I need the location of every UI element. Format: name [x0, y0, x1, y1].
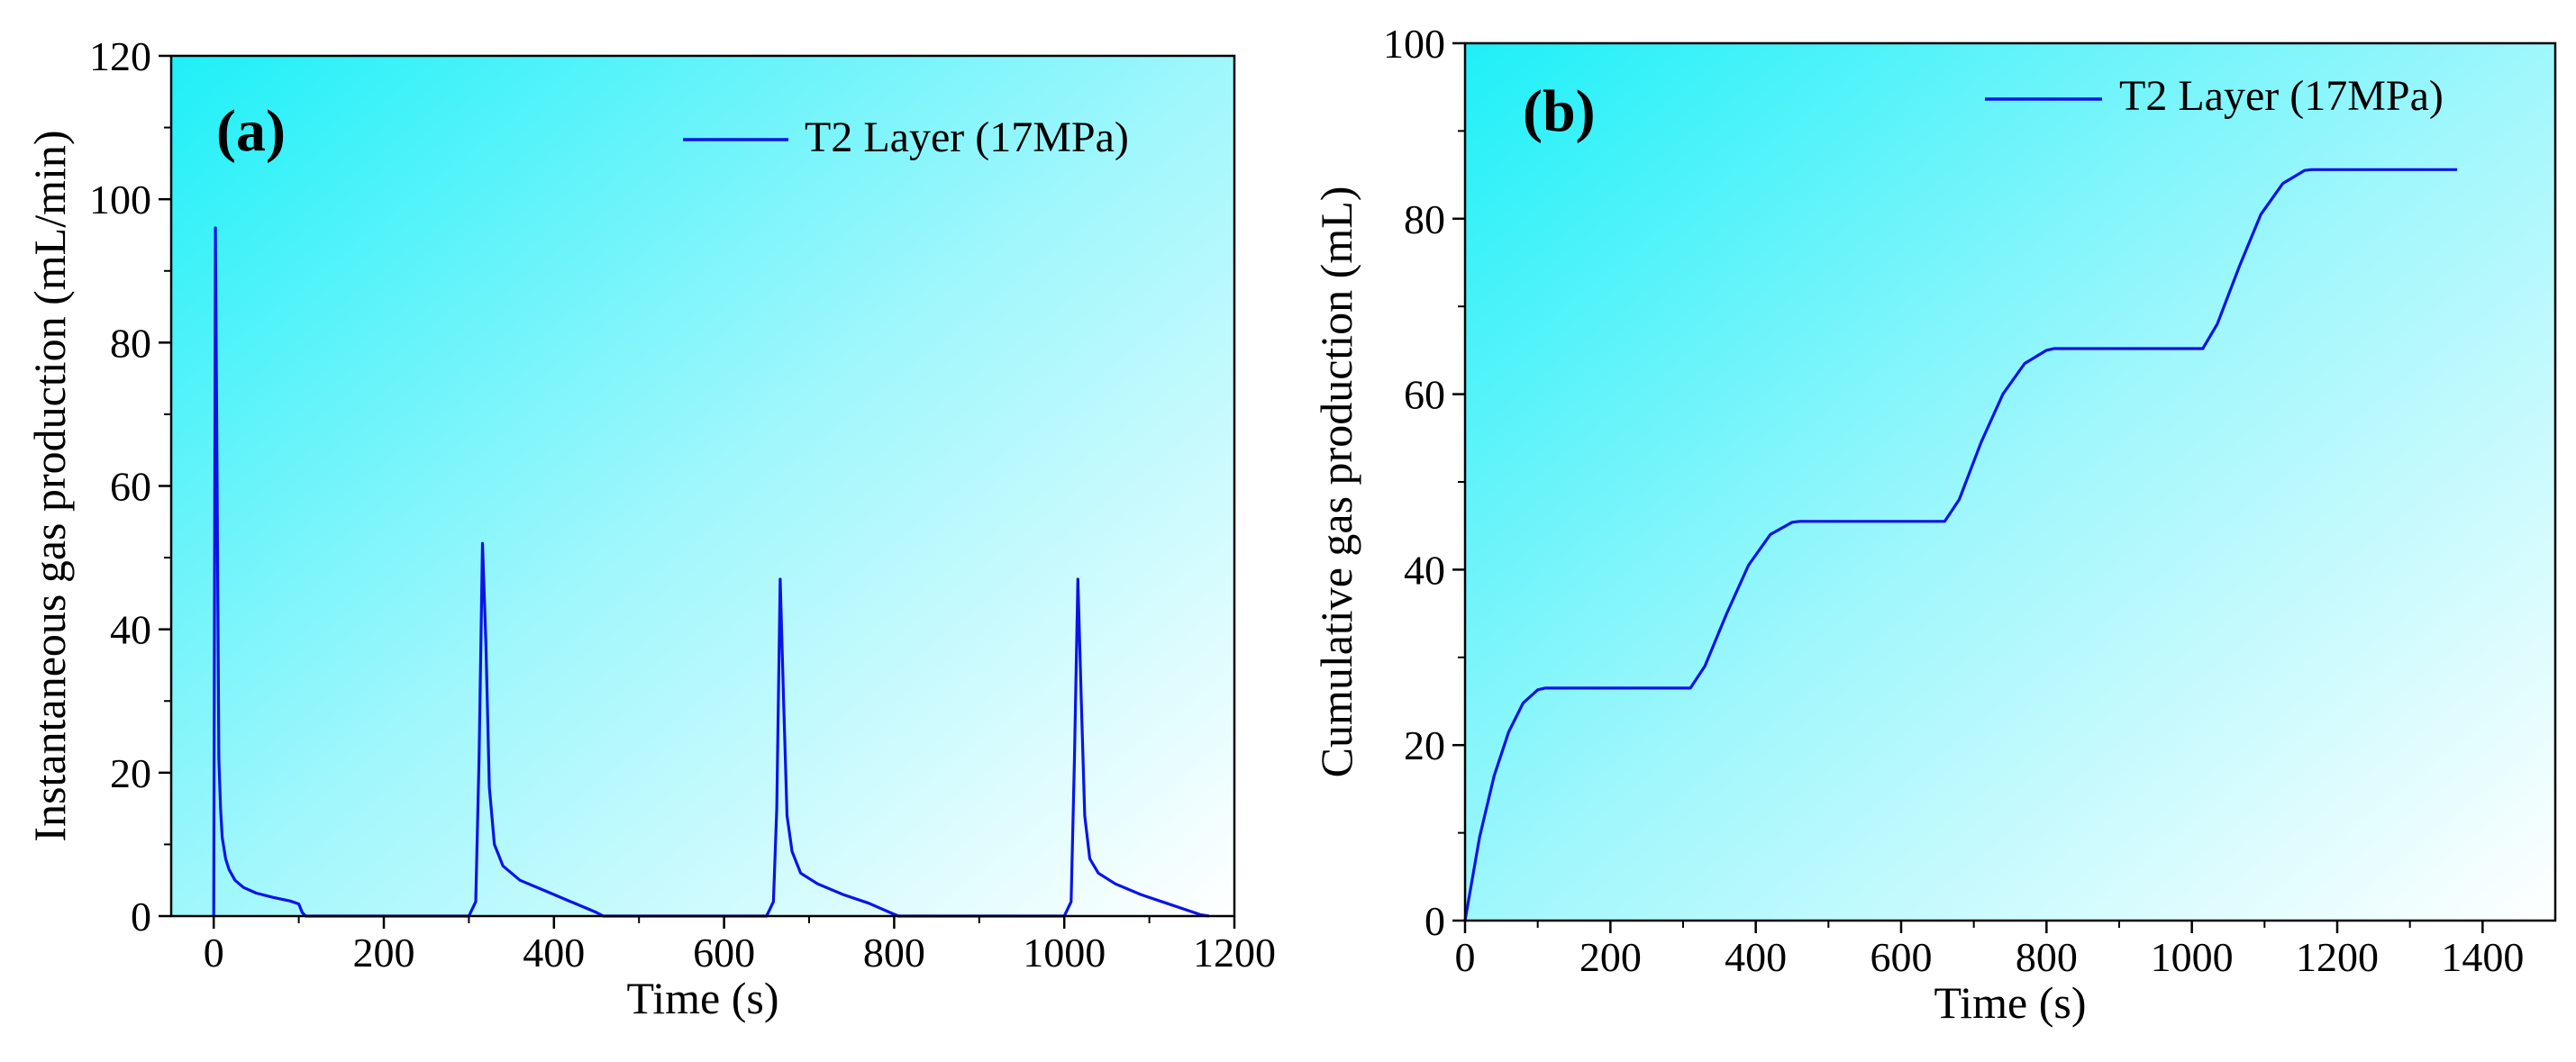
- panel-label-a: (a): [216, 98, 286, 164]
- y-tick-label-a: 100: [89, 177, 151, 222]
- y-tick-label-b: 0: [1425, 898, 1445, 944]
- x-tick-label-b: 200: [1579, 934, 1642, 980]
- x-tick-label-a: 0: [204, 930, 224, 976]
- y-tick-label-b: 40: [1404, 547, 1445, 593]
- y-tick-label-b: 100: [1383, 21, 1445, 67]
- legend-label-b: T2 Layer (17MPa): [2119, 72, 2444, 120]
- y-tick-label-a: 60: [110, 464, 151, 510]
- y-tick-label-b: 20: [1404, 722, 1445, 768]
- legend-label-a: T2 Layer (17MPa): [805, 113, 1129, 161]
- series-line-b-0: [1463, 168, 2458, 921]
- x-tick-label-b: 800: [2016, 934, 2078, 980]
- x-tick-label-b: 1000: [2151, 934, 2234, 980]
- chart-panel-b: 0 200 400 600 800 1000 1200 1400 0 20 40 60 80 100 Tim…: [1311, 21, 2557, 1028]
- x-tick-label-a: 1000: [1023, 930, 1106, 976]
- x-tick-label-a: 800: [863, 930, 925, 976]
- x-tick-label-a: 400: [523, 930, 585, 976]
- y-tick-label-a: 120: [89, 33, 151, 79]
- x-axis-label-a: Time (s): [626, 973, 778, 1023]
- panel-label-b: (b): [1523, 78, 1596, 144]
- y-axis-label-a: Instantaneous gas production (mL/min): [24, 130, 75, 841]
- x-tick-label-b: 600: [1871, 934, 1933, 980]
- y-tick-label-b: 80: [1404, 196, 1445, 242]
- x-tick-label-b: 400: [1725, 934, 1787, 980]
- y-tick-label-b: 60: [1404, 372, 1445, 418]
- plot-area-b: [1465, 43, 2555, 921]
- x-tick-label-a: 200: [353, 930, 415, 976]
- series-line-a-0: [212, 226, 1209, 918]
- chart-panel-a: 0 200 400 600 800 1000 1200 0 20 40 60 80 100 120 Time…: [24, 33, 1276, 1023]
- y-tick-label-a: 0: [131, 894, 151, 939]
- y-tick-label-a: 80: [110, 320, 151, 366]
- plot-area-a: [171, 56, 1234, 916]
- x-tick-label-a: 600: [693, 930, 755, 976]
- y-tick-label-a: 40: [110, 607, 151, 653]
- x-tick-label-b: 0: [1455, 934, 1476, 980]
- y-tick-label-a: 20: [110, 750, 151, 796]
- x-axis-label-b: Time (s): [1934, 977, 2086, 1028]
- x-tick-label-b: 1400: [2441, 934, 2524, 980]
- y-axis-label-b: Cumulative gas production (mL): [1311, 186, 1361, 778]
- x-tick-label-a: 1200: [1193, 930, 1276, 976]
- x-tick-label-b: 1200: [2296, 934, 2379, 980]
